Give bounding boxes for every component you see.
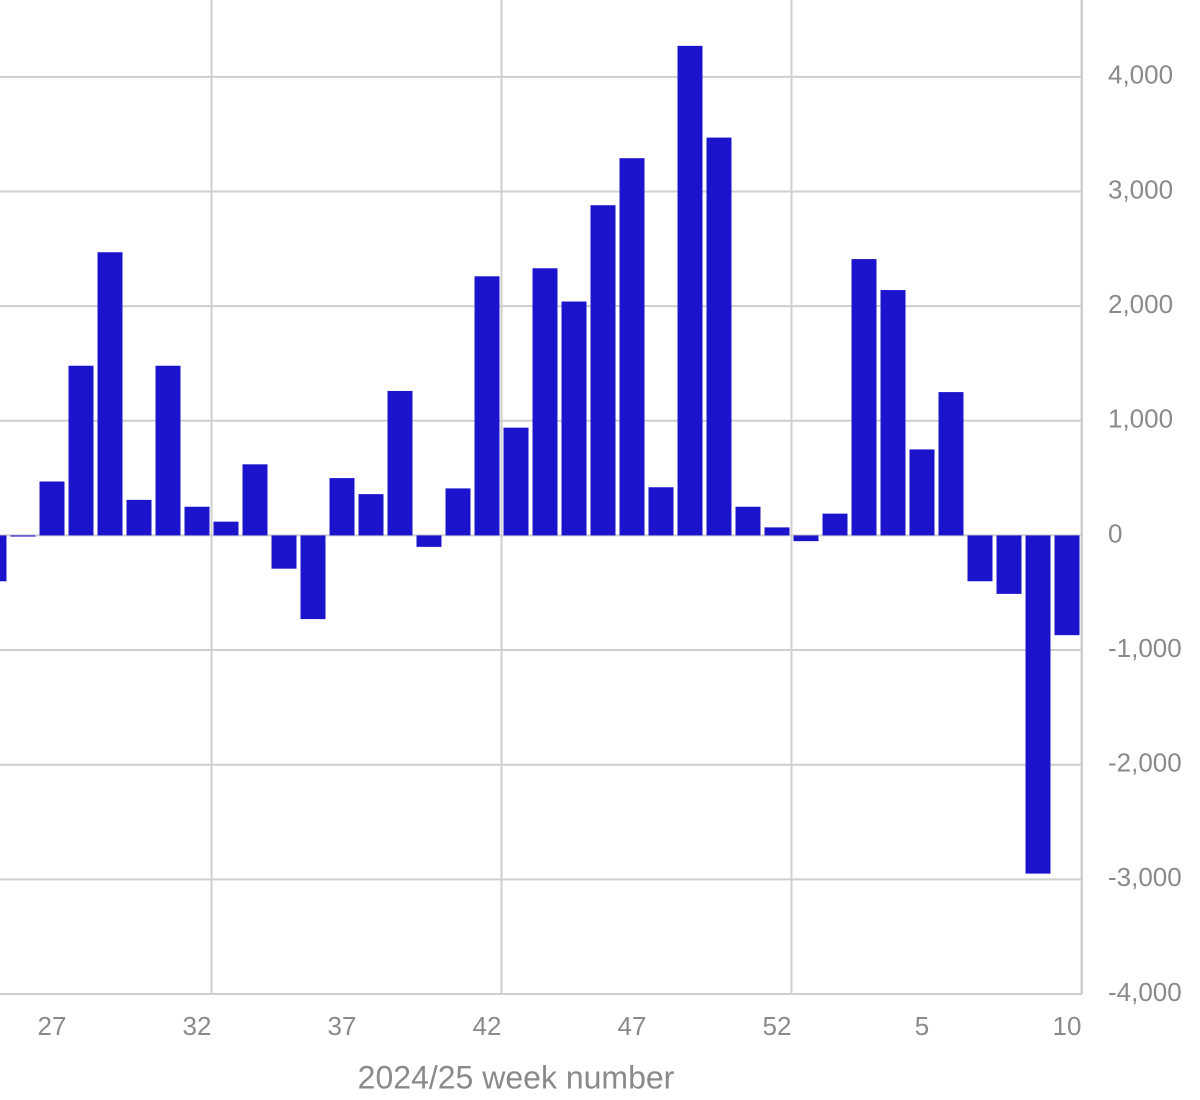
bar bbox=[1054, 535, 1080, 636]
y-tick-label: 4,000 bbox=[1108, 60, 1173, 90]
bar bbox=[39, 481, 65, 536]
bar bbox=[184, 506, 210, 536]
bar bbox=[300, 535, 326, 620]
bar bbox=[0, 535, 7, 582]
x-tick-label: 32 bbox=[183, 1011, 212, 1041]
bar bbox=[445, 488, 471, 536]
bar bbox=[213, 521, 239, 536]
bar bbox=[619, 158, 645, 536]
bar bbox=[532, 268, 558, 536]
bar bbox=[387, 390, 413, 536]
bar bbox=[358, 494, 384, 536]
y-tick-label: 2,000 bbox=[1108, 289, 1173, 319]
bar bbox=[242, 464, 268, 536]
bar bbox=[590, 205, 616, 536]
y-tick-label: 0 bbox=[1108, 518, 1122, 548]
x-tick-label: 5 bbox=[915, 1011, 929, 1041]
bar bbox=[967, 535, 993, 582]
bar bbox=[329, 478, 355, 536]
x-tick-label: 47 bbox=[618, 1011, 647, 1041]
y-tick-label: -3,000 bbox=[1108, 862, 1182, 892]
y-tick-label: -4,000 bbox=[1108, 977, 1182, 1007]
bar bbox=[938, 392, 964, 536]
bar bbox=[706, 137, 732, 536]
x-tick-label: 42 bbox=[473, 1011, 502, 1041]
bar bbox=[909, 449, 935, 536]
bar bbox=[677, 45, 703, 536]
x-axis-title: 2024/25 week number bbox=[358, 1059, 675, 1095]
bar bbox=[735, 506, 761, 536]
bar bbox=[271, 535, 297, 569]
bar bbox=[822, 513, 848, 536]
bar bbox=[996, 535, 1022, 594]
bar bbox=[97, 252, 123, 536]
bar bbox=[68, 365, 94, 536]
bar bbox=[503, 427, 529, 536]
x-tick-label: 37 bbox=[328, 1011, 357, 1041]
bar bbox=[561, 301, 587, 536]
bar bbox=[880, 290, 906, 536]
bar bbox=[155, 365, 181, 536]
y-tick-label: 3,000 bbox=[1108, 174, 1173, 204]
y-tick-label: 1,000 bbox=[1108, 404, 1173, 434]
bar bbox=[851, 259, 877, 536]
y-tick-label: -2,000 bbox=[1108, 748, 1182, 778]
bar bbox=[1025, 535, 1051, 874]
x-tick-label: 52 bbox=[763, 1011, 792, 1041]
bar bbox=[416, 535, 442, 547]
x-tick-label: 10 bbox=[1053, 1011, 1082, 1041]
y-tick-label: -1,000 bbox=[1108, 633, 1182, 663]
bar bbox=[10, 535, 36, 537]
bar bbox=[764, 527, 790, 536]
bar bbox=[648, 487, 674, 536]
bar bbox=[126, 499, 152, 536]
bar bbox=[474, 276, 500, 536]
bar bbox=[793, 535, 819, 542]
x-tick-label: 27 bbox=[38, 1011, 67, 1041]
